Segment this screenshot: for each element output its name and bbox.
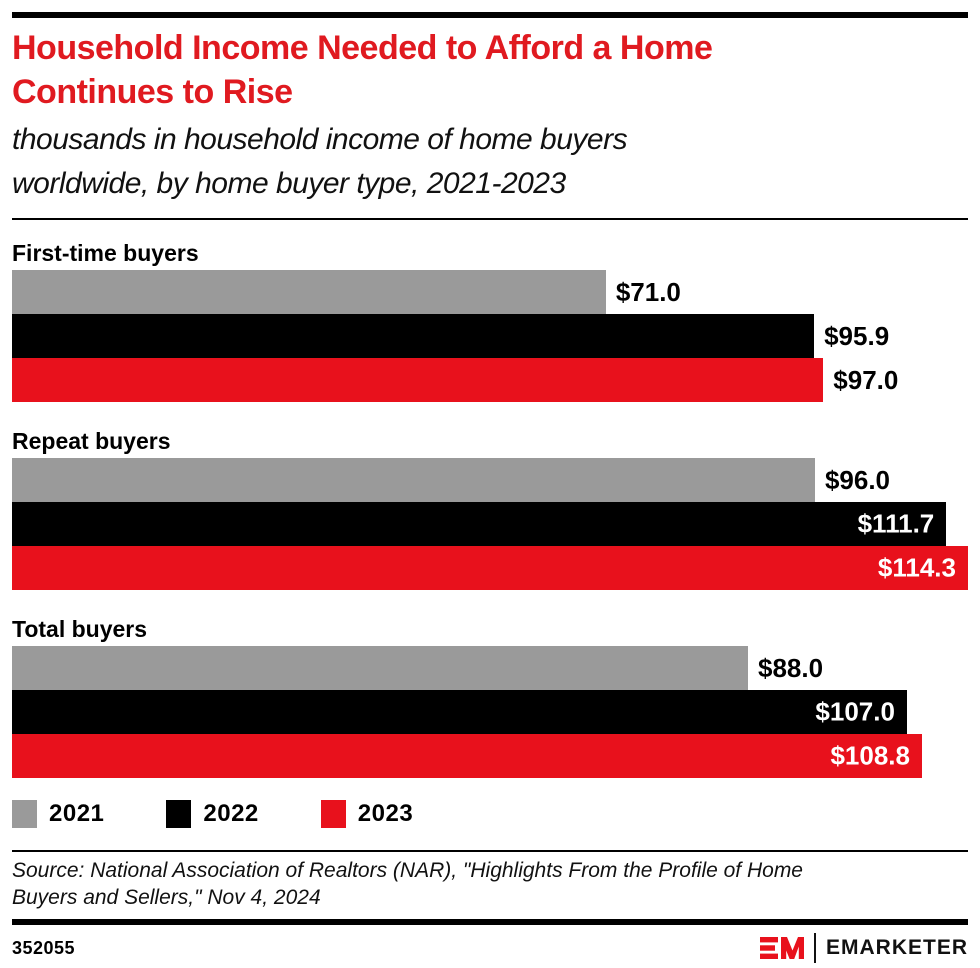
group-label: First-time buyers [12, 240, 199, 266]
value-label: $107.0 [815, 696, 895, 727]
bar-row: $108.8 [12, 734, 968, 778]
value-label: $88.0 [758, 652, 824, 683]
bar [12, 358, 824, 402]
bar [12, 270, 606, 314]
bar: $107.0 [12, 690, 907, 734]
subtitle-line-2: worldwide, by home buyer type, 2021-2023 [12, 167, 566, 200]
bar: $114.3 [12, 546, 968, 590]
emarketer-logo: EMARKETER [759, 933, 968, 963]
legend-label: 2021 [49, 800, 105, 827]
bar-row: $96.0 [12, 458, 968, 502]
bar [12, 314, 815, 358]
legend-swatch [166, 800, 192, 828]
footer: 352055 EMARKETER [12, 933, 968, 963]
title-line-2: Continues to Rise [12, 73, 293, 111]
value-label: $71.0 [615, 276, 681, 307]
header-divider-rule [12, 218, 968, 220]
logo-divider [813, 933, 816, 963]
value-label: $97.0 [833, 364, 899, 395]
value-label: $114.3 [877, 552, 956, 583]
source-line-1: Source: National Association of Realtors… [12, 859, 803, 882]
bar-row: $107.0 [12, 690, 968, 734]
bar-row: $111.7 [12, 502, 968, 546]
title-line-1: Household Income Needed to Afford a Home [12, 29, 713, 67]
legend-swatch [12, 800, 37, 828]
legend-item: 2023 [320, 800, 414, 828]
legend-item: 2022 [166, 800, 258, 828]
bar: $108.8 [12, 734, 922, 778]
bar-group: Repeat buyers $96.0 $111.7 $114.3 [12, 428, 968, 590]
value-label: $95.9 [824, 320, 890, 351]
bar-row: $71.0 [12, 270, 968, 314]
chart-subtitle: thousands in household income of home bu… [12, 118, 968, 206]
chart-id: 352055 [12, 937, 76, 958]
top-rule [12, 12, 968, 18]
bar: $111.7 [12, 502, 947, 546]
bar-group: First-time buyers $71.0 $95.9 $97.0 [12, 240, 968, 402]
group-label: Repeat buyers [12, 428, 171, 454]
footer-rule [12, 919, 968, 925]
legend-label: 2022 [203, 800, 259, 827]
source-line-2: Buyers and Sellers," Nov 4, 2024 [12, 886, 321, 909]
source-divider-rule [12, 850, 968, 852]
bar-chart: First-time buyers $71.0 $95.9 $97.0 Repeat b… [12, 240, 968, 778]
bar-row: $88.0 [12, 646, 968, 690]
emarketer-wordmark: EMARKETER [825, 936, 968, 959]
bar-row: $114.3 [12, 546, 968, 590]
legend-item: 2021 [12, 800, 104, 828]
subtitle-line-1: thousands in household income of home bu… [12, 123, 628, 156]
bar-group: Total buyers $88.0 $107.0 $108.8 [12, 616, 968, 778]
value-label: $96.0 [824, 464, 891, 495]
legend: 2021 2022 2023 [12, 800, 968, 828]
value-label: $111.7 [857, 508, 935, 539]
legend-label: 2023 [357, 800, 414, 827]
source-note: Source: National Association of Realtors… [12, 857, 968, 911]
page-title: Household Income Needed to Afford a Home… [12, 26, 968, 114]
value-label: $108.8 [830, 740, 910, 771]
bar [12, 646, 749, 690]
bar-row: $95.9 [12, 314, 968, 358]
group-label: Total buyers [12, 616, 148, 642]
legend-swatch [320, 800, 346, 828]
bar [12, 458, 815, 502]
bar-row: $97.0 [12, 358, 968, 402]
em-monogram-icon [759, 937, 804, 959]
